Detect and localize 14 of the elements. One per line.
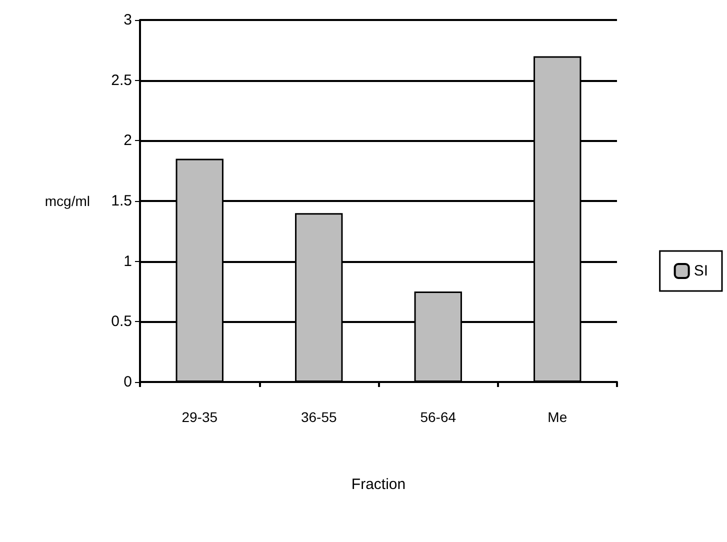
x-tick-label: 36-55 [300, 409, 337, 425]
y-tick-label: 3 [124, 12, 132, 28]
legend-label: SI [694, 262, 708, 280]
x-tick-label: 29-35 [182, 409, 218, 425]
y-axis-title: mcg/ml [44, 193, 90, 209]
y-tick-label: 1.5 [111, 192, 132, 210]
x-tick-label: 56-64 [420, 409, 456, 425]
x-tick-label: Me [548, 409, 568, 425]
y-tick-label: 0.5 [111, 313, 132, 330]
y-tick-label: 1 [124, 252, 132, 270]
y-tick-label: 2 [124, 132, 132, 150]
y-tick-label: 2.5 [111, 72, 132, 89]
y-tick-label: 0 [124, 374, 132, 390]
x-axis-title: Fraction [351, 476, 406, 493]
